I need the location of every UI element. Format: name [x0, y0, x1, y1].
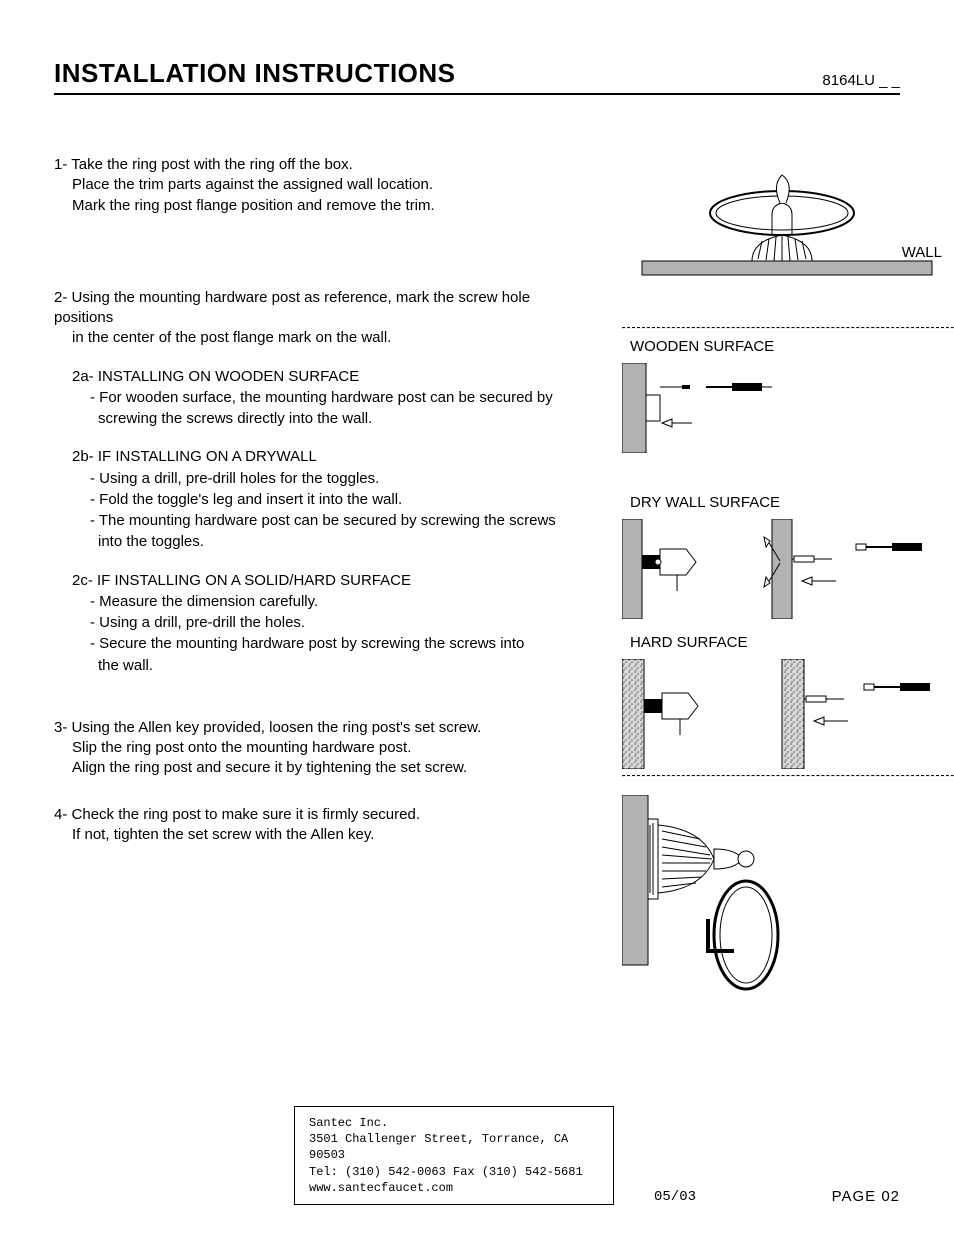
instruction-page: INSTALLATION INSTRUCTIONS 8164LU _ _ 1- …	[0, 0, 954, 1235]
section-wooden: WOODEN SURFACE	[622, 327, 952, 453]
step-2c-b1: - Measure the dimension carefully.	[90, 592, 574, 612]
divider-line-2	[622, 775, 954, 777]
step-2-number: 2-	[54, 289, 67, 306]
step-2b-b3: - The mounting hardware post can be secu…	[90, 511, 574, 531]
revision-date: 05/03	[654, 1189, 696, 1205]
step-2c: 2c- IF INSTALLING ON A SOLID/HARD SURFAC…	[72, 571, 574, 676]
step-3-line2: Slip the ring post onto the mounting har…	[72, 738, 574, 758]
section-drywall: DRY WALL SURFACE	[622, 485, 952, 619]
step-2b: 2b- IF INSTALLING ON A DRYWALL - Using a…	[72, 447, 574, 552]
company-name: Santec Inc.	[309, 1115, 599, 1131]
step-2-line1: Using the mounting hardware post as refe…	[54, 289, 530, 326]
wall-label: WALL	[902, 243, 942, 263]
step-2b-b3c: into the toggles.	[98, 532, 574, 552]
wooden-surface-label: WOODEN SURFACE	[630, 337, 952, 357]
hard-surface-label: HARD SURFACE	[630, 633, 952, 653]
step-2: 2- Using the mounting hardware post as r…	[54, 288, 574, 676]
step-2c-b3: - Secure the mounting hardware post by s…	[90, 634, 574, 654]
step-3-line3: Align the ring post and secure it by tig…	[72, 758, 574, 778]
step-2c-b3c: the wall.	[98, 656, 574, 676]
step-1-line3: Mark the ring post flange position and r…	[72, 196, 574, 216]
section-final	[622, 775, 952, 1005]
step-4-line2: If not, tighten the set screw with the A…	[72, 825, 574, 845]
step-2b-bullets: - Using a drill, pre-drill holes for the…	[90, 469, 574, 553]
final-assembly-icon	[622, 795, 822, 1005]
company-web: www.santecfaucet.com	[309, 1180, 599, 1196]
step-2a-head: 2a- INSTALLING ON WOODEN SURFACE	[72, 367, 574, 387]
step-4-number: 4-	[54, 806, 67, 823]
step-2c-b2: - Using a drill, pre-drill the holes.	[90, 613, 574, 633]
step-2b-b1: - Using a drill, pre-drill holes for the…	[90, 469, 574, 489]
drywall-surface-label: DRY WALL SURFACE	[630, 493, 952, 513]
hard-diagram-icon	[622, 659, 952, 769]
page-number: PAGE 02	[832, 1188, 900, 1205]
step-2c-bullets: - Measure the dimension carefully. - Usi…	[90, 592, 574, 676]
page-header: INSTALLATION INSTRUCTIONS 8164LU _ _	[54, 58, 900, 95]
step-4-line1: Check the ring post to make sure it is f…	[72, 806, 420, 823]
figure-wall: WALL	[622, 145, 942, 285]
page-footer: Santec Inc. 3501 Challenger Street, Torr…	[0, 1106, 954, 1205]
page-body: 1- Take the ring post with the ring off …	[54, 155, 900, 845]
step-2a-bullets: - For wooden surface, the mounting hardw…	[90, 388, 574, 430]
company-phone: Tel: (310) 542-0063 Fax (310) 542-5681	[309, 1164, 599, 1180]
step-2b-b2: - Fold the toggle's leg and insert it in…	[90, 490, 574, 510]
company-info-box: Santec Inc. 3501 Challenger Street, Torr…	[294, 1106, 614, 1205]
wooden-diagram-icon	[622, 363, 822, 453]
step-2a-b1c: screwing the screws directly into the wa…	[98, 409, 574, 429]
step-2a: 2a- INSTALLING ON WOODEN SURFACE - For w…	[72, 367, 574, 430]
step-1-number: 1-	[54, 156, 67, 173]
step-1-line2: Place the trim parts against the assigne…	[72, 175, 574, 195]
company-address: 3501 Challenger Street, Torrance, CA 905…	[309, 1131, 599, 1163]
divider-line	[622, 327, 954, 329]
step-4: 4- Check the ring post to make sure it i…	[54, 805, 574, 846]
step-3: 3- Using the Allen key provided, loosen …	[54, 718, 574, 779]
step-1: 1- Take the ring post with the ring off …	[54, 155, 574, 216]
step-3-line1: Using the Allen key provided, loosen the…	[72, 719, 482, 736]
step-2-line2: in the center of the post flange mark on…	[72, 328, 574, 348]
section-hard: HARD SURFACE	[622, 625, 952, 769]
part-number: 8164LU _ _	[822, 72, 900, 89]
step-2b-head: 2b- IF INSTALLING ON A DRYWALL	[72, 447, 574, 467]
drywall-diagram-icon	[622, 519, 952, 619]
step-3-number: 3-	[54, 719, 67, 736]
page-title: INSTALLATION INSTRUCTIONS	[54, 58, 456, 89]
step-1-line1: Take the ring post with the ring off the…	[71, 156, 353, 173]
instructions-column: 1- Take the ring post with the ring off …	[54, 155, 574, 845]
wall-diagram-icon	[622, 145, 942, 285]
step-2c-head: 2c- IF INSTALLING ON A SOLID/HARD SURFAC…	[72, 571, 574, 591]
step-2a-b1: - For wooden surface, the mounting hardw…	[90, 388, 574, 408]
